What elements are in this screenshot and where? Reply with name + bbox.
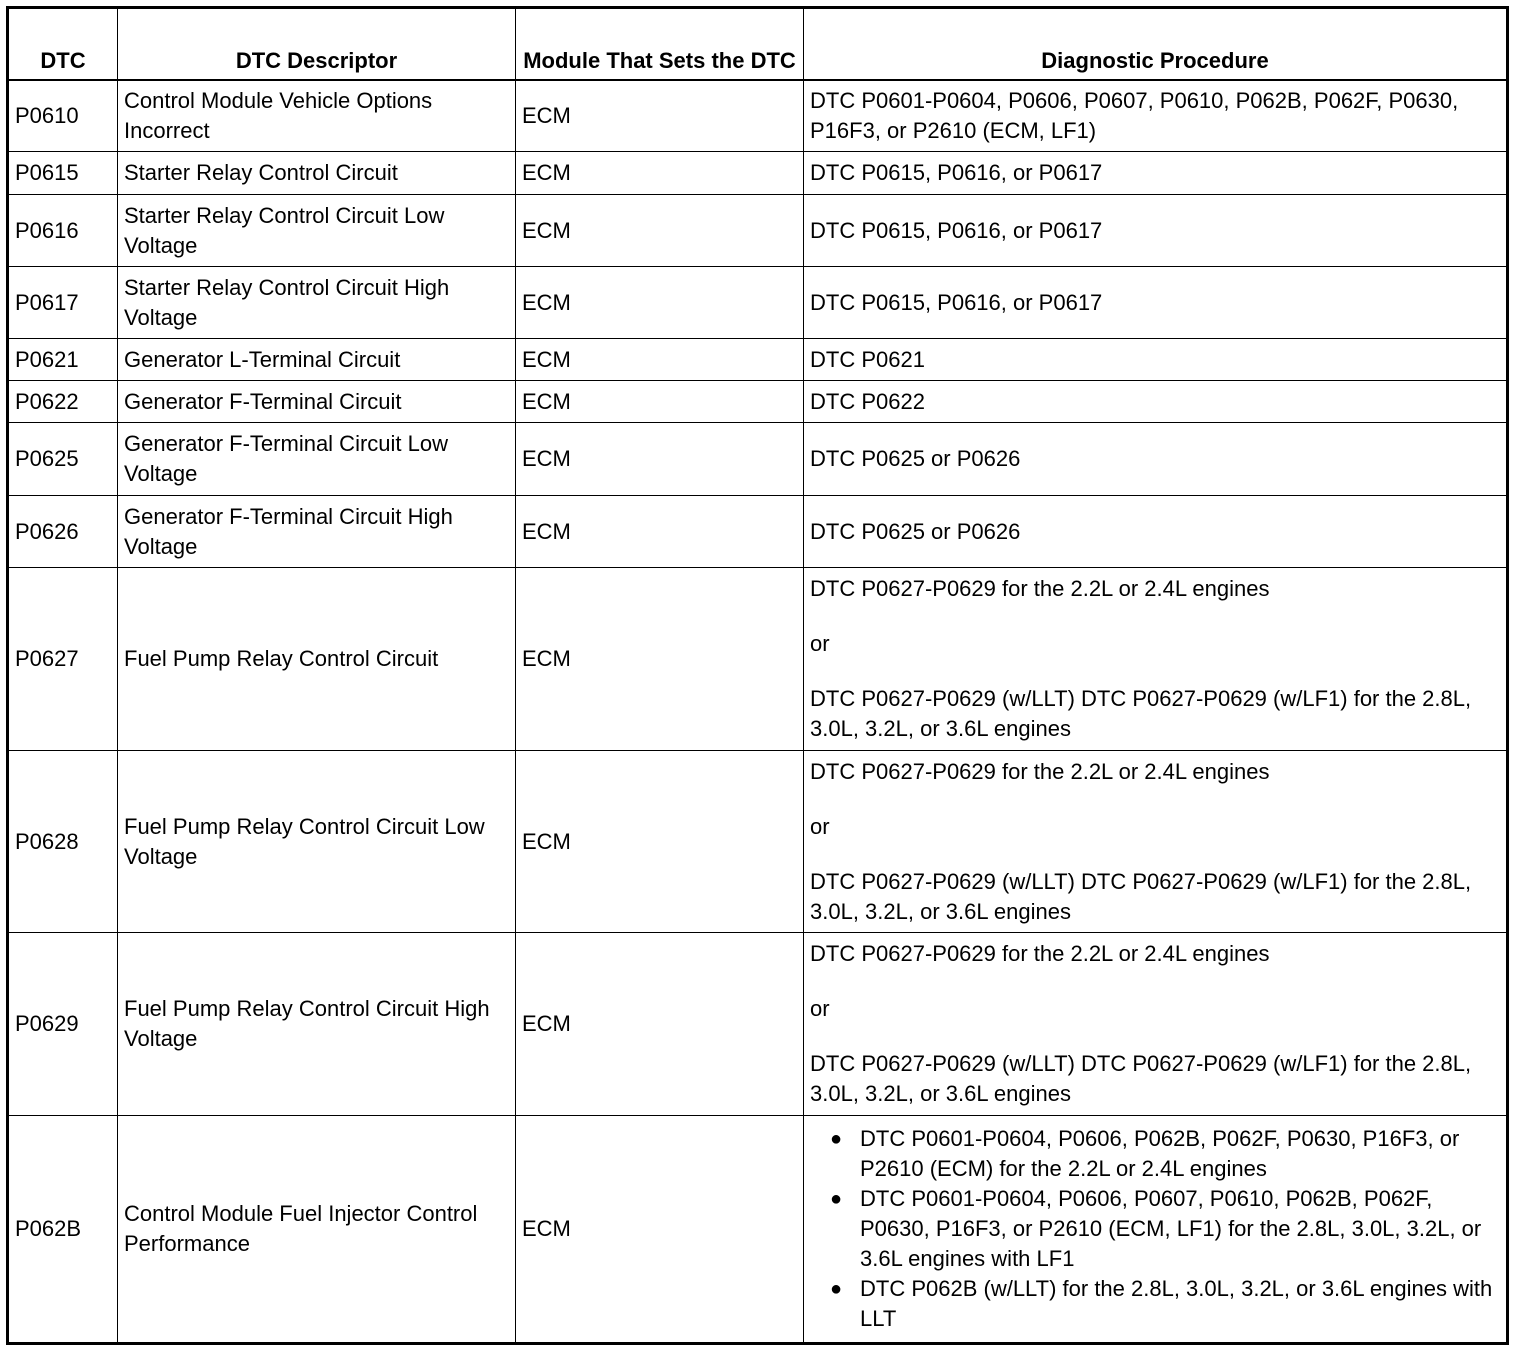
procedure-bullet-item: ● DTC P0601-P0604, P0606, P0607, P0610, P…	[830, 1184, 1500, 1274]
table-row: P0622 Generator F-Terminal Circuit ECM DTC …	[7, 380, 1508, 423]
dtc-cell: P0626	[7, 495, 118, 568]
procedure-paragraph: DTC P0627-P0629 for the 2.2L or 2.4L eng…	[810, 576, 1270, 601]
dtc-cell: P0629	[7, 932, 118, 1116]
bullet-text: DTC P0601-P0604, P0606, P0607, P0610, P0…	[860, 1186, 1482, 1271]
table-row: P0625 Generator F-Terminal Circuit Low Vo…	[7, 422, 1508, 496]
descriptor-cell: Generator F-Terminal Circuit	[117, 380, 516, 423]
procedure-paragraph: DTC P0625 or P0626	[810, 446, 1021, 471]
table-row: P0617 Starter Relay Control Circuit High …	[7, 266, 1508, 339]
procedure-cell: DTC P0627-P0629 for the 2.2L or 2.4L eng…	[803, 567, 1508, 751]
descriptor-cell: Control Module Vehicle Options Incorrect	[117, 79, 516, 152]
procedure-bullet-item: ● DTC P0601-P0604, P0606, P062B, P062F, P…	[830, 1124, 1500, 1184]
bullet-icon: ●	[830, 1188, 843, 1210]
bullet-icon: ●	[830, 1278, 843, 1300]
descriptor-cell: Starter Relay Control Circuit	[117, 151, 516, 195]
procedure-paragraph: DTC P0621	[810, 346, 925, 372]
procedure-cell: DTC P0601-P0604, P0606, P0607, P0610, P0…	[803, 79, 1508, 152]
procedure-paragraph: DTC P0627-P0629 (w/LLT) DTC P0627-P0629 …	[810, 868, 1472, 924]
module-cell: ECM	[515, 151, 804, 195]
header-descriptor: DTC Descriptor	[117, 7, 516, 81]
descriptor-cell: Control Module Fuel Injector Control Per…	[117, 1115, 516, 1344]
header-procedure: Diagnostic Procedure	[803, 7, 1508, 81]
table-row: P062B Control Module Fuel Injector Contro…	[7, 1115, 1508, 1344]
procedure-paragraph: DTC P0627-P0629 for the 2.2L or 2.4L eng…	[810, 758, 1270, 784]
procedure-paragraph: DTC P0627-P0629 (w/LLT) DTC P0627-P0629 …	[810, 686, 1472, 741]
dtc-cell: P0625	[7, 422, 118, 496]
procedure-cell: DTC P0625 or P0626	[803, 422, 1508, 496]
module-cell: ECM	[515, 380, 804, 423]
module-cell: ECM	[515, 1115, 804, 1344]
table-row: P0615 Starter Relay Control Circuit ECM DTC…	[7, 151, 1508, 195]
header-module: Module That Sets the DTC	[515, 7, 804, 81]
descriptor-cell: Fuel Pump Relay Control Circuit High Vol…	[117, 932, 516, 1116]
procedure-cell: DTC P0622	[803, 380, 1508, 423]
module-cell: ECM	[515, 79, 804, 152]
procedure-paragraph: DTC P0615, P0616, or P0617	[810, 160, 1103, 185]
descriptor-cell: Fuel Pump Relay Control Circuit Low Volt…	[117, 750, 516, 933]
dtc-cell: P0621	[7, 338, 118, 381]
procedure-cell: ● DTC P0601-P0604, P0606, P062B, P062F, P…	[803, 1115, 1508, 1344]
module-cell: ECM	[515, 194, 804, 267]
procedure-bullet-item: ● DTC P062B (w/LLT) for the 2.8L, 3.0L, 3…	[830, 1274, 1500, 1334]
descriptor-cell: Generator F-Terminal Circuit High Voltag…	[117, 495, 516, 568]
procedure-paragraph: DTC P0601-P0604, P0606, P0607, P0610, P0…	[810, 87, 1459, 143]
procedure-paragraph: DTC P0627-P0629 for the 2.2L or 2.4L eng…	[810, 941, 1270, 966]
procedure-paragraph: or	[810, 813, 830, 839]
header-dtc: DTC	[7, 7, 118, 81]
procedure-cell: DTC P0621	[803, 338, 1508, 381]
procedure-paragraph: DTC P0615, P0616, or P0617	[810, 217, 1103, 243]
table-row: P0621 Generator L-Terminal Circuit ECM DTC …	[7, 338, 1508, 381]
dtc-cell: P0628	[7, 750, 118, 933]
procedure-paragraph: DTC P0622	[810, 388, 925, 414]
procedure-cell: DTC P0615, P0616, or P0617	[803, 266, 1508, 339]
bullet-icon: ●	[830, 1128, 843, 1150]
procedure-cell: DTC P0625 or P0626	[803, 495, 1508, 568]
module-cell: ECM	[515, 495, 804, 568]
bullet-text: DTC P062B (w/LLT) for the 2.8L, 3.0L, 3.…	[860, 1276, 1493, 1331]
table-row: P0626 Generator F-Terminal Circuit High V…	[7, 495, 1508, 568]
descriptor-cell: Generator F-Terminal Circuit Low Voltage	[117, 422, 516, 496]
dtc-table: DTC DTC Descriptor Module That Sets the …	[6, 6, 1509, 1345]
table-row: P0616 Starter Relay Control Circuit Low V…	[7, 194, 1508, 267]
descriptor-cell: Starter Relay Control Circuit Low Voltag…	[117, 194, 516, 267]
procedure-cell: DTC P0627-P0629 for the 2.2L or 2.4L eng…	[803, 750, 1508, 933]
dtc-cell: P0617	[7, 266, 118, 339]
procedure-bullet-list: ● DTC P0601-P0604, P0606, P062B, P062F, P…	[810, 1124, 1500, 1334]
dtc-cell: P0616	[7, 194, 118, 267]
module-cell: ECM	[515, 932, 804, 1116]
procedure-paragraph: or	[810, 631, 830, 656]
header-row: DTC DTC Descriptor Module That Sets the …	[7, 7, 1508, 81]
table-row: P0628 Fuel Pump Relay Control Circuit Low…	[7, 750, 1508, 933]
procedure-paragraph: DTC P0627-P0629 (w/LLT) DTC P0627-P0629 …	[810, 1051, 1472, 1106]
dtc-cell: P0615	[7, 151, 118, 195]
module-cell: ECM	[515, 567, 804, 751]
dtc-cell: P062B	[7, 1115, 118, 1344]
table-row: P0627 Fuel Pump Relay Control Circuit ECM D…	[7, 567, 1508, 751]
table-row: P0610 Control Module Vehicle Options Inco…	[7, 79, 1508, 152]
procedure-paragraph: DTC P0615, P0616, or P0617	[810, 289, 1103, 315]
dtc-cell: P0627	[7, 567, 118, 751]
table-row: P0629 Fuel Pump Relay Control Circuit Hig…	[7, 932, 1508, 1116]
module-cell: ECM	[515, 750, 804, 933]
module-cell: ECM	[515, 422, 804, 496]
dtc-cell: P0610	[7, 79, 118, 152]
descriptor-cell: Fuel Pump Relay Control Circuit	[117, 567, 516, 751]
procedure-paragraph: DTC P0625 or P0626	[810, 518, 1021, 544]
module-cell: ECM	[515, 266, 804, 339]
descriptor-cell: Generator L-Terminal Circuit	[117, 338, 516, 381]
procedure-cell: DTC P0615, P0616, or P0617	[803, 151, 1508, 195]
dtc-cell: P0622	[7, 380, 118, 423]
procedure-paragraph: or	[810, 996, 830, 1021]
descriptor-cell: Starter Relay Control Circuit High Volta…	[117, 266, 516, 339]
procedure-cell: DTC P0615, P0616, or P0617	[803, 194, 1508, 267]
module-cell: ECM	[515, 338, 804, 381]
bullet-text: DTC P0601-P0604, P0606, P062B, P062F, P0…	[860, 1126, 1460, 1181]
procedure-cell: DTC P0627-P0629 for the 2.2L or 2.4L eng…	[803, 932, 1508, 1116]
